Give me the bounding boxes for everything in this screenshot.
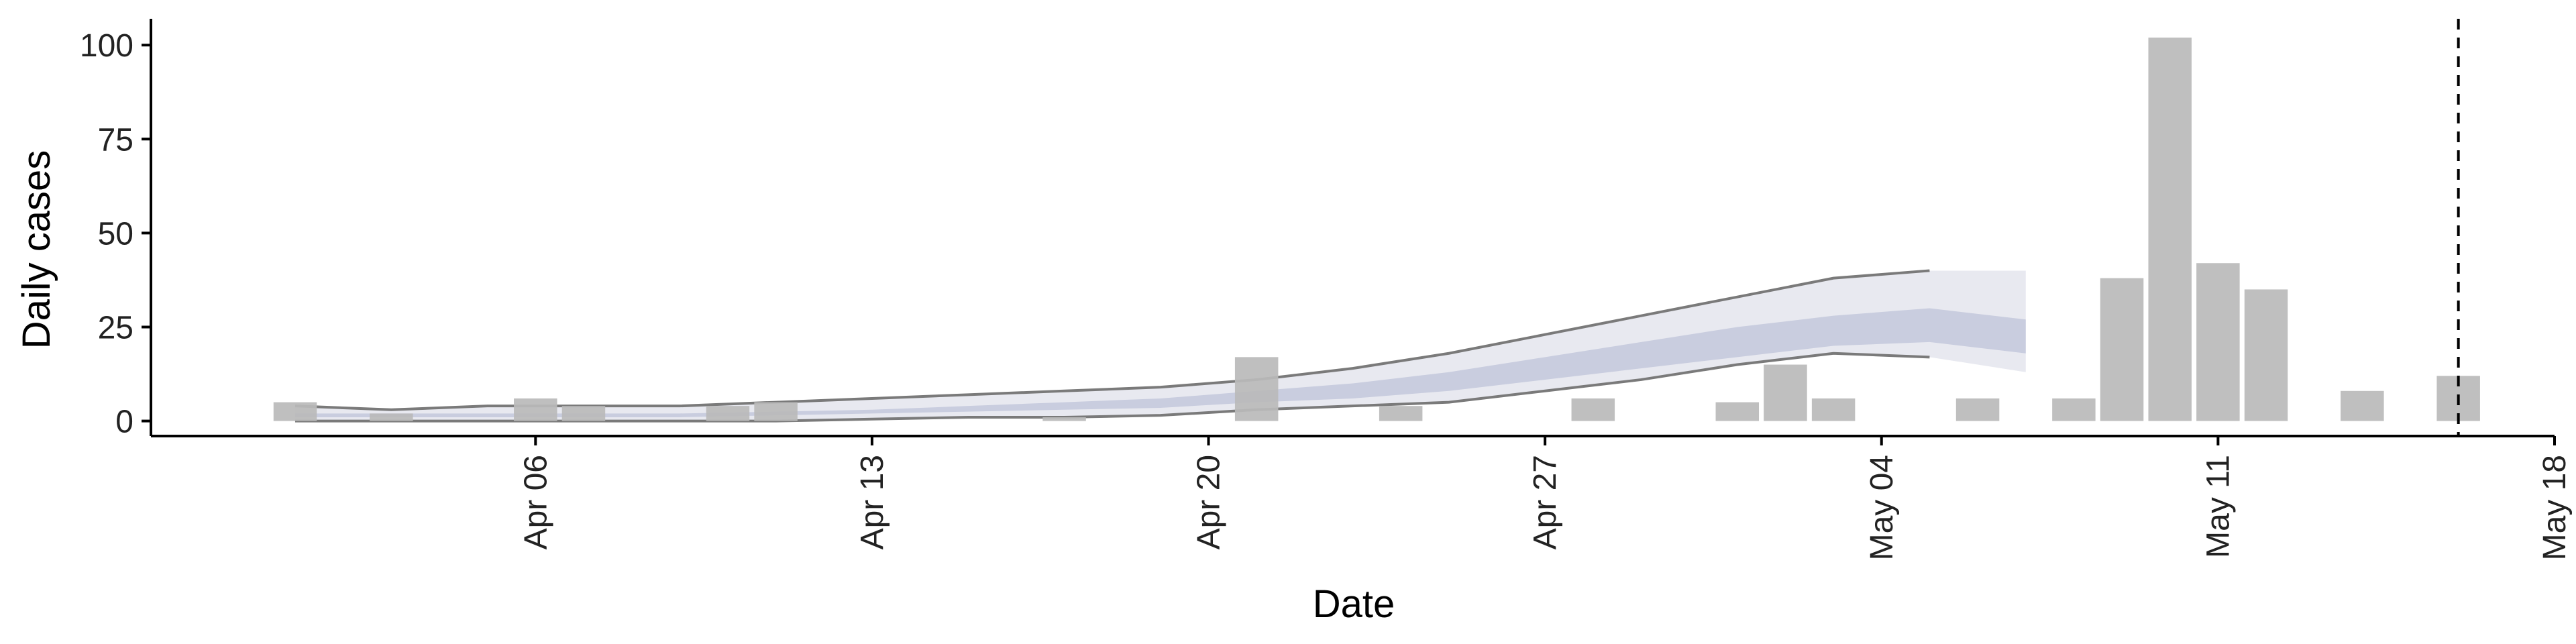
bar bbox=[2100, 278, 2144, 421]
bar bbox=[2244, 289, 2288, 421]
bar bbox=[1571, 398, 1615, 421]
y-tick-label: 50 bbox=[98, 216, 133, 252]
y-tick-label: 75 bbox=[98, 122, 133, 158]
bar bbox=[706, 406, 750, 421]
outer-uncertainty-band bbox=[294, 270, 2026, 421]
y-axis-title: Daily cases bbox=[15, 150, 58, 350]
projection-bands bbox=[294, 270, 2026, 421]
bar bbox=[514, 398, 557, 421]
bar bbox=[2148, 38, 2192, 421]
bar bbox=[2341, 390, 2384, 421]
x-tick-label: Apr 20 bbox=[1191, 455, 1227, 549]
x-tick-label: May 18 bbox=[2537, 455, 2573, 560]
y-tick-label: 100 bbox=[80, 28, 133, 64]
bar bbox=[561, 406, 606, 421]
x-tick-label: Apr 13 bbox=[855, 455, 890, 549]
bar bbox=[370, 413, 413, 421]
bar bbox=[1955, 398, 2000, 421]
axes bbox=[150, 19, 2555, 437]
bar bbox=[2196, 263, 2240, 421]
inner-uncertainty-band bbox=[294, 308, 2026, 417]
x-tick-label: May 11 bbox=[2200, 455, 2236, 558]
bar bbox=[273, 402, 317, 421]
y-tick-label: 25 bbox=[98, 310, 133, 345]
x-tick-label: Apr 06 bbox=[518, 455, 553, 549]
x-tick-label: May 04 bbox=[1864, 455, 1900, 560]
y-tick-label: 0 bbox=[115, 405, 133, 440]
bar bbox=[1811, 398, 1856, 421]
bar bbox=[1042, 417, 1086, 421]
bar bbox=[1715, 402, 1760, 421]
x-tick-label: Apr 27 bbox=[1527, 455, 1563, 549]
bar bbox=[1234, 357, 1279, 421]
bars bbox=[273, 38, 2480, 421]
bar bbox=[754, 402, 798, 421]
bar bbox=[1764, 364, 1807, 421]
x-axis-title: Date bbox=[1313, 582, 1395, 626]
bar bbox=[1379, 406, 1423, 421]
x-axis-ticks: Apr 06 Apr 13 Apr 20 Apr 27 May 04 May 11 May … bbox=[518, 436, 2573, 560]
bar bbox=[2052, 398, 2096, 421]
y-axis-ticks: 0 25 50 75 100 bbox=[80, 28, 151, 440]
